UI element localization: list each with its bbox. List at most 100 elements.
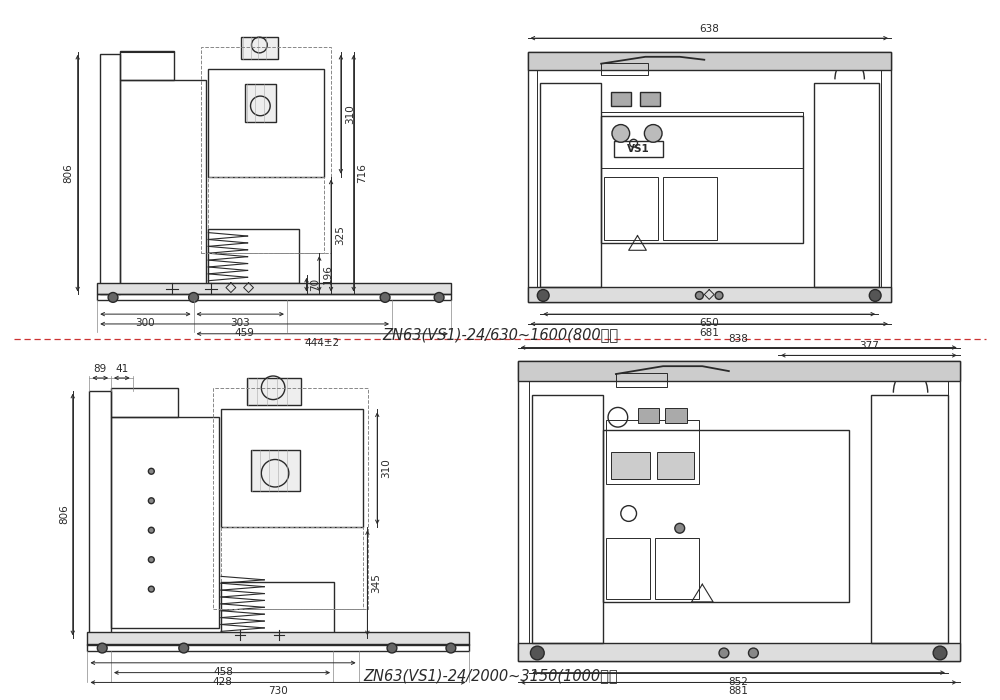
Circle shape xyxy=(148,498,154,504)
Bar xyxy=(97,293,451,300)
Bar xyxy=(120,51,174,80)
Text: 638: 638 xyxy=(699,25,719,34)
Bar xyxy=(120,80,206,285)
Circle shape xyxy=(612,125,630,142)
Circle shape xyxy=(148,468,154,474)
Bar xyxy=(245,84,276,122)
Bar xyxy=(663,176,717,241)
Bar xyxy=(611,92,631,106)
Bar xyxy=(540,83,601,286)
Bar xyxy=(221,527,363,609)
Bar xyxy=(251,449,300,491)
Circle shape xyxy=(748,648,758,658)
Bar xyxy=(606,538,650,599)
Circle shape xyxy=(675,524,685,533)
Text: 650: 650 xyxy=(699,318,719,328)
Bar xyxy=(604,176,658,241)
Text: 806: 806 xyxy=(59,505,69,524)
Text: 70: 70 xyxy=(310,278,320,291)
Text: 345: 345 xyxy=(371,573,381,593)
Text: 89: 89 xyxy=(94,364,107,374)
Text: 852: 852 xyxy=(729,677,749,687)
Circle shape xyxy=(719,648,729,658)
Text: 681: 681 xyxy=(699,328,719,338)
Bar xyxy=(87,632,469,645)
Bar xyxy=(528,52,891,302)
Circle shape xyxy=(179,643,189,653)
Bar xyxy=(611,452,650,479)
Text: 806: 806 xyxy=(64,163,74,183)
Text: 377: 377 xyxy=(859,342,879,351)
Circle shape xyxy=(715,291,723,300)
Circle shape xyxy=(387,643,397,653)
Bar xyxy=(603,430,849,602)
Circle shape xyxy=(148,586,154,592)
Bar xyxy=(814,83,879,286)
Text: 310: 310 xyxy=(381,458,391,478)
Circle shape xyxy=(933,646,947,660)
Circle shape xyxy=(380,293,390,302)
Bar xyxy=(601,116,803,244)
Bar xyxy=(111,388,178,417)
Bar xyxy=(518,361,960,661)
Text: 881: 881 xyxy=(729,687,749,696)
Bar xyxy=(638,408,659,423)
Text: ZN63(VS1)-24/630~1600(800柜）: ZN63(VS1)-24/630~1600(800柜） xyxy=(382,328,618,342)
Bar xyxy=(601,63,648,76)
Text: 300: 300 xyxy=(136,318,155,328)
Text: 303: 303 xyxy=(230,318,250,328)
Bar xyxy=(89,391,111,638)
Bar xyxy=(208,176,324,253)
Circle shape xyxy=(530,646,544,660)
Bar xyxy=(208,229,299,283)
Bar xyxy=(518,361,960,381)
Bar xyxy=(221,582,334,634)
Bar xyxy=(606,420,699,484)
Circle shape xyxy=(108,293,118,302)
Circle shape xyxy=(446,643,456,653)
Circle shape xyxy=(644,125,662,142)
Circle shape xyxy=(148,556,154,563)
Text: ZN63(VS1)-24/2000~3150(1000柜）: ZN63(VS1)-24/2000~3150(1000柜） xyxy=(363,668,617,683)
Bar xyxy=(529,376,948,646)
Text: 428: 428 xyxy=(212,677,232,687)
Bar xyxy=(532,395,603,643)
Text: 196: 196 xyxy=(323,264,333,284)
Bar xyxy=(614,141,663,157)
Text: 325: 325 xyxy=(335,225,345,246)
Bar xyxy=(871,395,948,643)
Bar xyxy=(528,286,891,302)
Bar xyxy=(640,92,660,106)
Bar xyxy=(537,66,881,288)
Text: 41: 41 xyxy=(115,364,128,374)
Bar xyxy=(213,388,368,609)
Text: 730: 730 xyxy=(268,687,288,696)
Bar xyxy=(201,47,331,253)
Bar xyxy=(665,408,687,423)
Bar xyxy=(616,373,667,387)
Text: 444±2: 444±2 xyxy=(305,337,340,348)
Text: 716: 716 xyxy=(358,163,368,183)
Bar xyxy=(221,410,363,527)
Text: 459: 459 xyxy=(235,328,255,338)
Circle shape xyxy=(97,643,107,653)
Bar xyxy=(208,69,324,176)
Text: 458: 458 xyxy=(213,666,233,677)
Text: VS1: VS1 xyxy=(627,144,650,154)
Bar xyxy=(87,644,469,651)
Bar xyxy=(601,112,803,168)
Bar xyxy=(247,378,301,405)
Circle shape xyxy=(537,290,549,302)
Text: 310: 310 xyxy=(345,104,355,124)
Text: 838: 838 xyxy=(729,334,749,344)
Bar xyxy=(528,52,891,69)
Circle shape xyxy=(148,527,154,533)
Bar xyxy=(111,417,219,629)
Bar xyxy=(97,283,451,295)
Bar xyxy=(241,37,278,59)
Bar xyxy=(100,54,120,295)
Bar xyxy=(657,452,694,479)
Bar xyxy=(518,643,960,661)
Bar xyxy=(655,538,699,599)
Circle shape xyxy=(434,293,444,302)
